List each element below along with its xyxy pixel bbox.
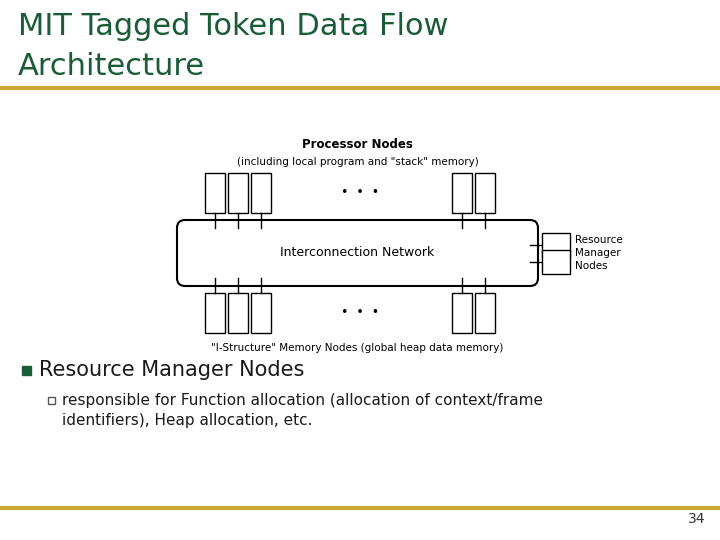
- Bar: [542, 233, 570, 256]
- Text: Processor Nodes: Processor Nodes: [302, 138, 413, 151]
- Text: •  •  •: • • •: [341, 186, 379, 199]
- Bar: [228, 293, 248, 333]
- FancyBboxPatch shape: [177, 220, 538, 286]
- Text: identifiers), Heap allocation, etc.: identifiers), Heap allocation, etc.: [62, 413, 312, 428]
- Text: Resource
Manager
Nodes: Resource Manager Nodes: [575, 235, 623, 271]
- Text: Resource Manager Nodes: Resource Manager Nodes: [39, 360, 305, 380]
- Bar: [475, 173, 495, 213]
- Bar: [205, 293, 225, 333]
- Bar: [542, 249, 570, 273]
- Text: Architecture: Architecture: [18, 52, 205, 81]
- Text: responsible for Function allocation (allocation of context/frame: responsible for Function allocation (all…: [62, 393, 543, 408]
- Text: (including local program and "stack" memory): (including local program and "stack" mem…: [237, 157, 478, 167]
- Text: •  •  •: • • •: [341, 307, 379, 320]
- Text: Interconnection Network: Interconnection Network: [280, 246, 435, 260]
- Bar: [228, 173, 248, 213]
- Text: MIT Tagged Token Data Flow: MIT Tagged Token Data Flow: [18, 12, 449, 41]
- Bar: [452, 173, 472, 213]
- Bar: [251, 173, 271, 213]
- Text: "I-Structure" Memory Nodes (global heap data memory): "I-Structure" Memory Nodes (global heap …: [211, 343, 504, 353]
- Bar: [205, 173, 225, 213]
- Bar: [475, 293, 495, 333]
- Bar: [48, 396, 55, 403]
- Text: 34: 34: [688, 512, 705, 526]
- Bar: [251, 293, 271, 333]
- Bar: [22, 366, 31, 375]
- Bar: [452, 293, 472, 333]
